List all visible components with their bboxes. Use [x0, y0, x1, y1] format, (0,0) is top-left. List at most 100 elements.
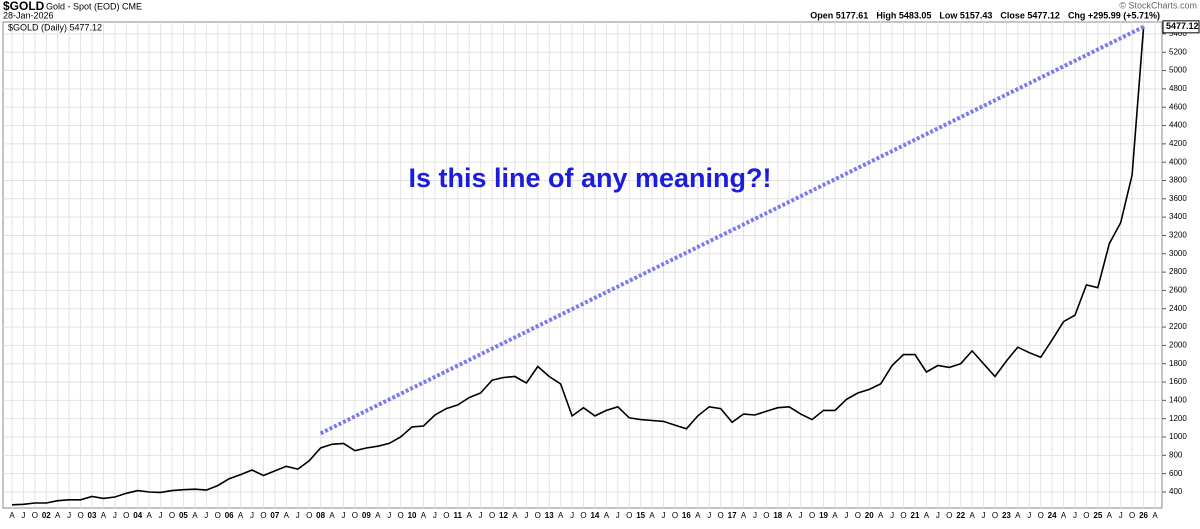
x-tick-label: 05 — [179, 511, 188, 520]
last-price-label: 5477.12 — [1166, 21, 1199, 31]
x-tick-label: J — [67, 511, 71, 520]
last-price-box — [1162, 20, 1200, 34]
x-tick-label: J — [616, 511, 620, 520]
x-tick-label: O — [123, 511, 129, 520]
y-tick-label: 5400 — [1169, 29, 1187, 38]
x-tick-label: A — [832, 511, 838, 520]
y-tick-label: 2600 — [1169, 286, 1187, 295]
x-tick-label: O — [260, 511, 266, 520]
y-tick-label: 600 — [1169, 469, 1183, 478]
stat: Close 5477.12 — [1000, 10, 1060, 20]
x-tick-label: J — [982, 511, 986, 520]
stat: Chg +295.99 (+5.71%) — [1068, 10, 1160, 20]
x-tick-label: J — [433, 511, 437, 520]
x-tick-label: J — [1119, 511, 1123, 520]
x-tick-label: 02 — [42, 511, 51, 520]
x-tick-label: 10 — [408, 511, 417, 520]
grid — [3, 22, 1162, 508]
y-tick-label: 3800 — [1169, 176, 1187, 185]
x-tick-label: J — [524, 511, 528, 520]
x-tick-label: 24 — [1048, 511, 1057, 520]
x-tick-label: A — [9, 511, 15, 520]
y-tick-label: 3400 — [1169, 212, 1187, 221]
x-tick-label: 13 — [545, 511, 554, 520]
y-tick-label: 1600 — [1169, 377, 1187, 386]
x-tick-label: A — [558, 511, 564, 520]
x-tick-label: 19 — [819, 511, 828, 520]
x-tick-label: 04 — [133, 511, 142, 520]
y-tick-label: 5000 — [1169, 66, 1187, 75]
stats: Chg +295.99 (+5.71%) Close 5477.12 Low 515… — [810, 10, 1160, 20]
x-tick-label: 09 — [362, 511, 371, 520]
x-tick-label: 15 — [636, 511, 645, 520]
x-tick-label: A — [238, 511, 244, 520]
x-tick-label: A — [1107, 511, 1113, 520]
x-tick-label: 08 — [316, 511, 325, 520]
x-tick-label: O — [169, 511, 175, 520]
x-tick-label: O — [763, 511, 769, 520]
y-tick-label: 3000 — [1169, 249, 1187, 258]
x-tick-label: A — [741, 511, 747, 520]
x-tick-label: J — [159, 511, 163, 520]
x-tick-label: 23 — [1002, 511, 1011, 520]
y-tick-label: 2800 — [1169, 267, 1187, 276]
x-tick-label: O — [718, 511, 724, 520]
x-tick-label: O — [443, 511, 449, 520]
x-tick-label: J — [204, 511, 208, 520]
x-tick-label: 07 — [270, 511, 279, 520]
stat: Low 5157.43 — [939, 10, 992, 20]
x-tick-label: A — [1061, 511, 1067, 520]
x-tick-label: J — [1027, 511, 1031, 520]
x-tick-label: J — [250, 511, 254, 520]
x-tick-label: J — [296, 511, 300, 520]
x-tick-label: A — [924, 511, 930, 520]
x-tick-label: O — [626, 511, 632, 520]
x-tick-label: J — [341, 511, 345, 520]
x-tick-label: 16 — [682, 511, 691, 520]
y-tick-label: 2400 — [1169, 304, 1187, 313]
stat: High 5483.05 — [876, 10, 931, 20]
chart-title: $GOLD — [3, 0, 45, 13]
x-tick-label: O — [809, 511, 815, 520]
x-tick-label: 22 — [956, 511, 965, 520]
x-tick-label: A — [192, 511, 198, 520]
x-tick-label: J — [479, 511, 483, 520]
y-tick-label: 2000 — [1169, 340, 1187, 349]
x-tick-label: O — [946, 511, 952, 520]
x-tick-label: O — [306, 511, 312, 520]
stat: Open 5177.61 — [810, 10, 868, 20]
x-tick-label: A — [421, 511, 427, 520]
x-tick-label: J — [662, 511, 666, 520]
x-tick-label: 14 — [590, 511, 599, 520]
y-tick-label: 400 — [1169, 487, 1183, 496]
y-tick-label: 4000 — [1169, 157, 1187, 166]
x-tick-label: A — [375, 511, 381, 520]
x-tick-label: A — [1015, 511, 1021, 520]
x-tick-label: 26 — [1139, 511, 1148, 520]
x-tick-label: J — [799, 511, 803, 520]
x-tick-label: 18 — [773, 511, 782, 520]
x-tick-label: A — [55, 511, 61, 520]
x-tick-label: A — [787, 511, 793, 520]
chart-date: 28-Jan-2026 — [3, 10, 54, 20]
x-tick-label: J — [1073, 511, 1077, 520]
y-tick-label: 1000 — [1169, 432, 1187, 441]
y-tick-label: 4800 — [1169, 84, 1187, 93]
x-tick-label: A — [284, 511, 290, 520]
x-tick-label: J — [890, 511, 894, 520]
x-tick-label: O — [489, 511, 495, 520]
chart-subtitle: Gold - Spot (EOD) CME — [46, 1, 142, 11]
y-tick-label: 1200 — [1169, 414, 1187, 423]
x-tick-label: J — [21, 511, 25, 520]
x-tick-label: O — [900, 511, 906, 520]
x-tick-label: J — [753, 511, 757, 520]
x-tick-label: O — [398, 511, 404, 520]
x-tick-label: A — [467, 511, 473, 520]
x-tick-label: 03 — [88, 511, 97, 520]
legend-label: $GOLD (Daily) 5477.12 — [8, 22, 102, 32]
x-tick-label: J — [570, 511, 574, 520]
x-tick-label: O — [535, 511, 541, 520]
x-tick-label: O — [580, 511, 586, 520]
y-tick-label: 4200 — [1169, 139, 1187, 148]
